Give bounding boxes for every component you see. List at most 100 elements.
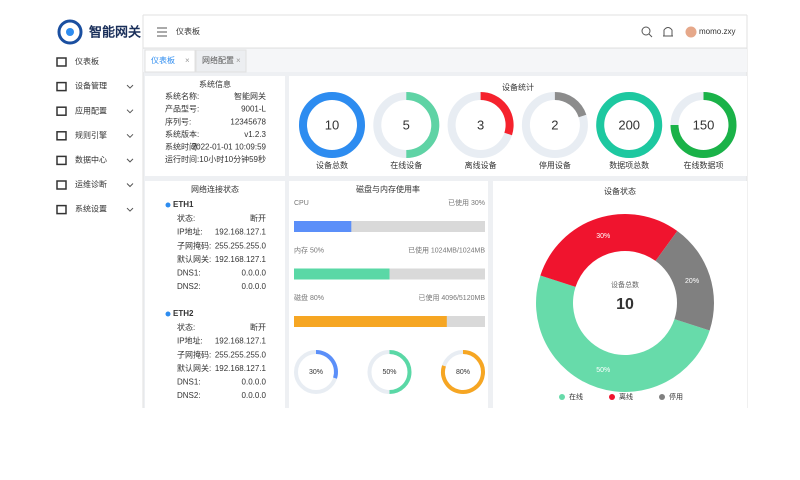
legend-label: 在线 (569, 392, 583, 401)
panel-title: 设备统计 (502, 82, 534, 92)
nav-item[interactable]: 规则引擎 (75, 130, 107, 140)
nav-icon (56, 57, 67, 67)
tab-label[interactable]: 仪表板 (151, 55, 175, 65)
tab-close[interactable]: × (236, 56, 241, 65)
pie-slice (655, 230, 714, 331)
info-value: 2022-01-01 10:09:59 (192, 143, 267, 152)
logo-icon (57, 19, 83, 45)
panel-title: 磁盘与内存使用率 (356, 184, 420, 194)
net-value: 0.0.0.0 (242, 378, 267, 387)
nav-chevron (126, 183, 134, 188)
usage-track (294, 221, 485, 232)
stat-value: 2 (551, 117, 558, 132)
panel-system (145, 76, 285, 176)
nav-icon (56, 106, 67, 116)
usage-bar (294, 316, 447, 327)
net-label: 默认网关: (177, 254, 211, 264)
gauge-label: 30% (309, 369, 323, 376)
stat-value: 10 (325, 117, 339, 132)
usage-detail: 已使用 1024MB/1024MB (408, 245, 485, 254)
avatar[interactable] (685, 26, 697, 38)
net-value: 192.168.127.1 (215, 337, 267, 346)
usage-name: 磁盘 80% (294, 293, 324, 302)
net-value: 192.168.127.1 (215, 228, 267, 237)
stat-ring (299, 92, 365, 158)
nav-item[interactable]: 系统设置 (75, 204, 107, 214)
nav-icon (56, 155, 67, 166)
search-icon[interactable] (641, 26, 653, 38)
tab[interactable] (144, 49, 196, 73)
panel-network (145, 181, 285, 408)
legend-swatch (609, 394, 615, 400)
nav-icon (56, 180, 67, 190)
tab[interactable] (195, 49, 247, 73)
nav-chevron (126, 84, 134, 89)
net-value: 断开 (250, 213, 266, 223)
brand: 智能网关 (89, 24, 141, 39)
net-label: 默认网关: (177, 363, 211, 373)
net-label: 状态: (177, 322, 195, 332)
nav-chevron (126, 109, 134, 114)
tab-close[interactable]: × (185, 56, 190, 65)
usage-detail: 已使用 30% (448, 198, 485, 207)
info-value: 9001-L (241, 105, 266, 114)
stat-value: 3 (477, 117, 484, 132)
net-label: 子网掩码: (177, 349, 211, 359)
net-value: 0.0.0.0 (242, 269, 267, 278)
nav-item[interactable]: 仪表板 (75, 56, 99, 66)
stat-ring (554, 92, 587, 118)
center-label: 设备总数 (611, 280, 639, 289)
slice-label: 50% (596, 367, 610, 374)
interface-name: ETH2 (173, 309, 194, 318)
nav-item[interactable]: 应用配置 (75, 105, 107, 115)
logo-icon-dot (66, 28, 74, 36)
stat-label: 设备总数 (316, 160, 348, 170)
usage-bar (294, 268, 390, 280)
net-value: 192.168.127.1 (215, 364, 267, 373)
net-value: 断开 (250, 322, 266, 332)
usage-detail: 已使用 4096/5120MB (418, 293, 485, 302)
user-name[interactable]: momo.zxy (699, 27, 735, 36)
nav-icon (56, 204, 67, 215)
info-label: 产品型号: (165, 104, 199, 114)
stat-value: 5 (403, 117, 410, 132)
net-label: DNS2: (177, 282, 201, 291)
menu-toggle[interactable] (157, 27, 167, 37)
nav-item[interactable]: 运维诊断 (75, 179, 107, 189)
slice-label: 20% (685, 278, 699, 285)
info-label: 序列号: (165, 116, 191, 126)
tab-bar (143, 49, 747, 72)
net-label: DNS2: (177, 391, 201, 400)
stat-ring (670, 92, 737, 158)
stat-value: 150 (693, 117, 715, 132)
info-value: 12345678 (230, 117, 266, 126)
nav-item[interactable]: 数据中心 (75, 155, 107, 165)
legend-label: 停用 (669, 392, 683, 401)
legend-swatch (659, 394, 665, 400)
net-value: 255.255.255.0 (215, 241, 267, 250)
info-label: 系统版本: (165, 129, 199, 139)
bell-icon[interactable] (663, 27, 673, 37)
stat-ring (406, 92, 440, 158)
info-label: 系统时间: (165, 142, 199, 152)
nav-item[interactable]: 设备管理 (75, 81, 107, 91)
chart-title: 设备状态 (604, 186, 636, 196)
stat-label: 在线数据项 (684, 160, 724, 170)
panel-title: 系统信息 (199, 79, 231, 89)
gauge-label: 50% (382, 369, 396, 376)
stat-label: 停用设备 (539, 160, 571, 170)
slice-label: 30% (596, 233, 610, 240)
net-label: IP地址: (177, 336, 203, 346)
net-value: 192.168.127.1 (215, 255, 267, 264)
nav-icon (56, 131, 67, 141)
net-label: IP地址: (177, 227, 203, 237)
info-value: 智能网关 (234, 91, 266, 101)
net-value: 0.0.0.0 (242, 391, 267, 400)
net-label: 子网掩码: (177, 240, 211, 250)
nav-chevron (126, 207, 134, 212)
stat-label: 在线设备 (390, 160, 422, 170)
tab-label[interactable]: 网络配置 (202, 55, 234, 65)
interface-dot (165, 311, 171, 317)
info-value: v1.2.3 (244, 130, 266, 139)
